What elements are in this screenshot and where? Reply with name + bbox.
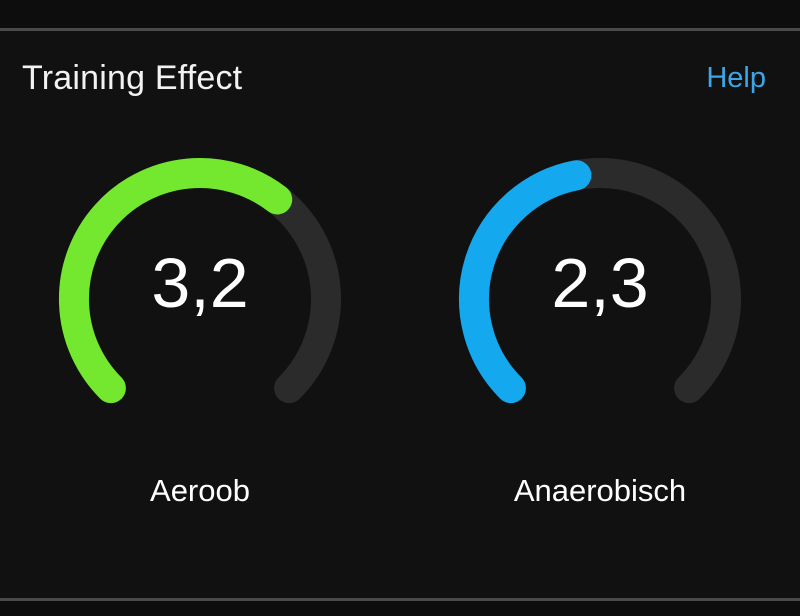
anaerobic-gauge-ring: [459, 158, 741, 404]
bottom-strip: [0, 601, 800, 616]
aerobic-gauge-fill: [58, 157, 293, 404]
anaerobic-gauge-fill: [459, 160, 592, 404]
top-divider: [0, 28, 800, 31]
anaerobic-label: Anaerobisch: [513, 473, 687, 508]
training-effect-card: [0, 31, 800, 598]
bottom-divider: [0, 598, 800, 601]
aerobic-gauge: 3,2: [40, 139, 360, 459]
anaerobic-value: 2,3: [551, 244, 649, 322]
aerobic-label: Aeroob: [150, 473, 250, 508]
aerobic-value: 3,2: [151, 244, 249, 322]
anaerobic-gauge: 2,3: [440, 139, 760, 459]
help-link[interactable]: Help: [706, 62, 766, 94]
aerobic-gauge-ring: [58, 157, 341, 404]
card-title: Training Effect: [22, 59, 243, 97]
